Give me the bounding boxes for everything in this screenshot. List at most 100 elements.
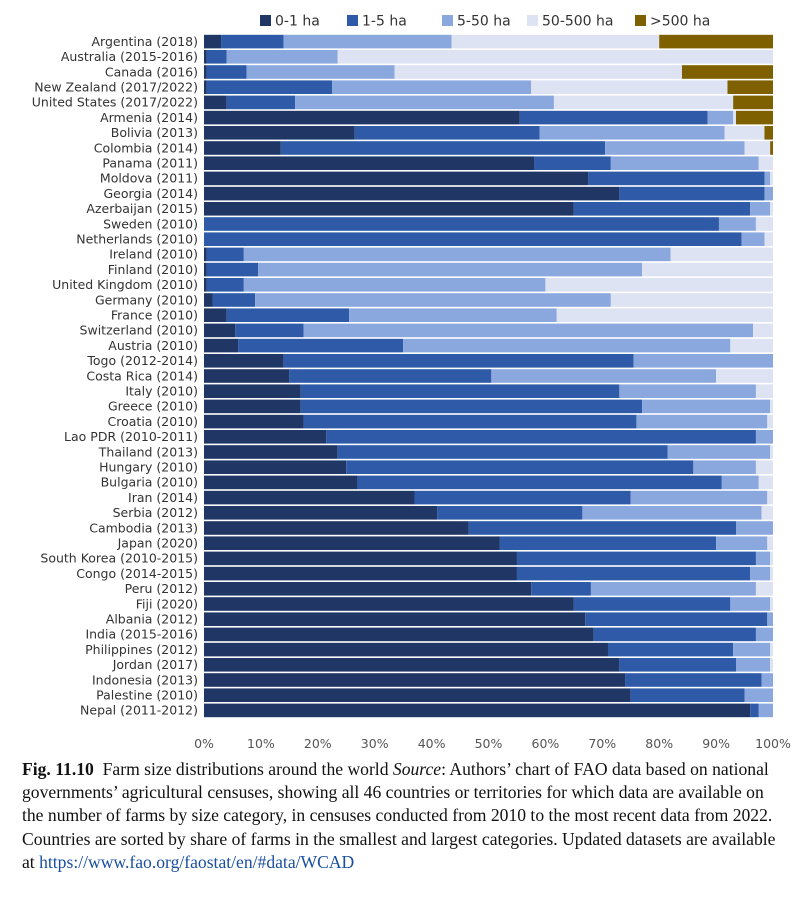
bar-segment-bulgaria-2010-50-500-ha (758, 475, 773, 490)
bar-segment-moldova-2011-50-500-ha (770, 171, 773, 186)
bar-segment-greece-2010-5-50-ha (642, 399, 771, 414)
category-label-australia-2015-2016: Australia (2015-2016) (61, 49, 198, 64)
bar-segment-iran-2014-1-5-ha (414, 490, 631, 505)
category-label-togo-2012-2014: Togo (2012-2014) (86, 353, 198, 368)
category-label-croatia-2010: Croatia (2010) (108, 414, 198, 429)
category-label-moldova-2011: Moldova (2011) (100, 171, 198, 186)
bar-segment-italy-2010-50-500-ha (755, 384, 773, 398)
bar-segment-thailand-2013-5-50-ha (667, 445, 771, 459)
bar-segment-greece-2010-50-500-ha (770, 399, 773, 414)
category-label-france-2010: France (2010) (111, 308, 198, 323)
bar-segment-hungary-2010-5-50-ha (693, 460, 756, 474)
bar-segment-jordan-2017-50-500-ha (770, 658, 773, 672)
bar-segment-finland-2010-50-500-ha (642, 262, 773, 277)
bar-segment-sweden-2010-5-50-ha (718, 217, 756, 231)
bar-segment-finland-2010-5-50-ha (258, 262, 643, 277)
category-label-fiji-2020: Fiji (2020) (136, 596, 198, 611)
caption-text-continued: : Authors’ chart of FAO data based on na… (22, 759, 776, 872)
bar-segment-armenia-2014-1-5-ha (519, 110, 708, 125)
bar-segment-indonesia-2013-0-1-ha (204, 673, 626, 687)
bar-segment-hungary-2010-1-5-ha (346, 460, 694, 474)
bar-segment-new-zealand-2017-2022-500-ha (727, 80, 773, 94)
bar-segment-india-2015-2016-1-5-ha (593, 627, 756, 642)
bar-segment-panama-2011-1-5-ha (534, 156, 611, 170)
bar-segment-togo-2012-2014-1-5-ha (283, 354, 634, 368)
category-label-iran-2014: Iran (2014) (128, 490, 198, 505)
bar-segment-colombia-2014-1-5-ha (280, 141, 606, 155)
legend-swatch-50-500-ha (527, 15, 538, 26)
bar-segment-armenia-2014-0-1-ha (204, 110, 520, 125)
figure-number: Fig. 11.10 (22, 759, 94, 779)
category-label-azerbaijan-2015: Azerbaijan (2015) (86, 201, 198, 216)
category-label-austria-2010: Austria (2010) (108, 338, 198, 353)
bar-segment-cambodia-2013-0-1-ha (204, 521, 469, 535)
bar-segment-panama-2011-5-50-ha (610, 156, 759, 170)
category-label-cambodia-2013: Cambodia (2013) (89, 520, 198, 535)
bar-segment-costa-rica-2014-1-5-ha (289, 369, 492, 383)
category-label-india-2015-2016: India (2015-2016) (85, 627, 198, 642)
caption-source-label: Source (392, 759, 442, 779)
bar-segment-croatia-2010-5-50-ha (636, 414, 768, 429)
bar-segment-australia-2015-2016-50-500-ha (337, 50, 774, 64)
bar-segment-azerbaijan-2015-0-1-ha (204, 202, 574, 216)
category-label-panama-2011: Panama (2011) (102, 156, 198, 171)
bar-segment-united-states-2017-2022-1-5-ha (226, 95, 296, 110)
stacked-bar-chart: 0-1 ha 1-5 ha 5-50 ha 50-500 ha >500 ha Arge… (32, 14, 791, 752)
bar-segment-bulgaria-2010-0-1-ha (204, 475, 358, 490)
bar-segment-germany-2010-50-500-ha (610, 293, 773, 307)
x-tick-label-20-pct: 20% (304, 736, 332, 751)
bar-segment-bolivia-2013-1-5-ha (354, 126, 540, 140)
chart-legend: 0-1 ha 1-5 ha 5-50 ha 50-500 ha >500 ha (260, 14, 710, 30)
x-tick-label-40-pct: 40% (418, 736, 446, 751)
bar-segment-serbia-2012-1-5-ha (437, 506, 583, 520)
category-label-japan-2020: Japan (2020) (117, 536, 198, 551)
bar-segment-georgia-2014-0-1-ha (204, 186, 620, 201)
bar-segment-colombia-2014-5-50-ha (605, 141, 745, 155)
bar-segment-jordan-2017-5-50-ha (736, 658, 771, 672)
x-tick-label-30-pct: 30% (361, 736, 389, 751)
category-label-palestine-2010: Palestine (2010) (96, 688, 198, 703)
bar-segment-bulgaria-2010-5-50-ha (721, 475, 759, 490)
legend-label-500-ha: >500 ha (650, 14, 710, 30)
bar-segment-ireland-2010-5-50-ha (243, 247, 671, 262)
category-label-greece-2010: Greece (2010) (108, 399, 198, 414)
bar-segment-nepal-2011-2012-1-5-ha (750, 703, 759, 718)
bar-segment-cambodia-2013-5-50-ha (736, 521, 773, 535)
bar-segment-philippines-2012-50-500-ha (770, 642, 773, 657)
x-tick-label-100-pct: 100% (755, 736, 791, 751)
category-label-georgia-2014: Georgia (2014) (103, 186, 198, 201)
bar-segment-peru-2012-50-500-ha (755, 582, 773, 596)
bar-segment-ireland-2010-1-5-ha (206, 247, 244, 262)
category-label-albania-2012: Albania (2012) (106, 612, 198, 627)
bar-segment-sweden-2010-1-5-ha (204, 217, 719, 231)
bar-segment-iran-2014-0-1-ha (204, 490, 415, 505)
bar-segment-japan-2020-5-50-ha (716, 536, 768, 550)
category-label-bulgaria-2010: Bulgaria (2010) (101, 475, 198, 490)
category-label-armenia-2014: Armenia (2014) (100, 110, 198, 125)
bar-segment-india-2015-2016-0-1-ha (204, 627, 594, 642)
bar-segment-united-kingdom-2010-0-1-ha (204, 278, 207, 292)
bar-segment-togo-2012-2014-0-1-ha (204, 354, 284, 368)
bar-segment-new-zealand-2017-2022-50-500-ha (531, 80, 728, 94)
bar-segment-austria-2010-0-1-ha (204, 338, 239, 353)
bar-segment-armenia-2014-5-50-ha (707, 110, 734, 125)
bar-segment-greece-2010-1-5-ha (300, 399, 643, 414)
x-tick-label-70-pct: 70% (588, 736, 616, 751)
bar-segment-switzerland-2010-1-5-ha (235, 323, 304, 338)
fao-data-link[interactable]: https://www.fao.org/faostat/en/#data/WCA… (39, 851, 355, 872)
category-label-serbia-2012: Serbia (2012) (113, 505, 198, 520)
bar-segment-argentina-2018-1-5-ha (221, 34, 284, 49)
bar-segment-japan-2020-1-5-ha (499, 536, 717, 550)
bar-segment-philippines-2012-0-1-ha (204, 642, 608, 657)
category-label-hungary-2010: Hungary (2010) (99, 460, 198, 475)
bar-segment-austria-2010-5-50-ha (403, 338, 731, 353)
bar-area (204, 34, 774, 718)
bar-segment-colombia-2014-0-1-ha (204, 141, 281, 155)
category-label-canada-2016: Canada (2016) (105, 64, 198, 79)
x-tick-label-50-pct: 50% (475, 736, 503, 751)
bar-segment-united-states-2017-2022-50-500-ha (553, 95, 734, 110)
bar-segment-australia-2015-2016-0-1-ha (204, 50, 207, 64)
bar-segment-united-states-2017-2022-5-50-ha (295, 95, 554, 110)
bar-segment-palestine-2010-1-5-ha (630, 688, 745, 702)
x-tick-label-60-pct: 60% (532, 736, 560, 751)
